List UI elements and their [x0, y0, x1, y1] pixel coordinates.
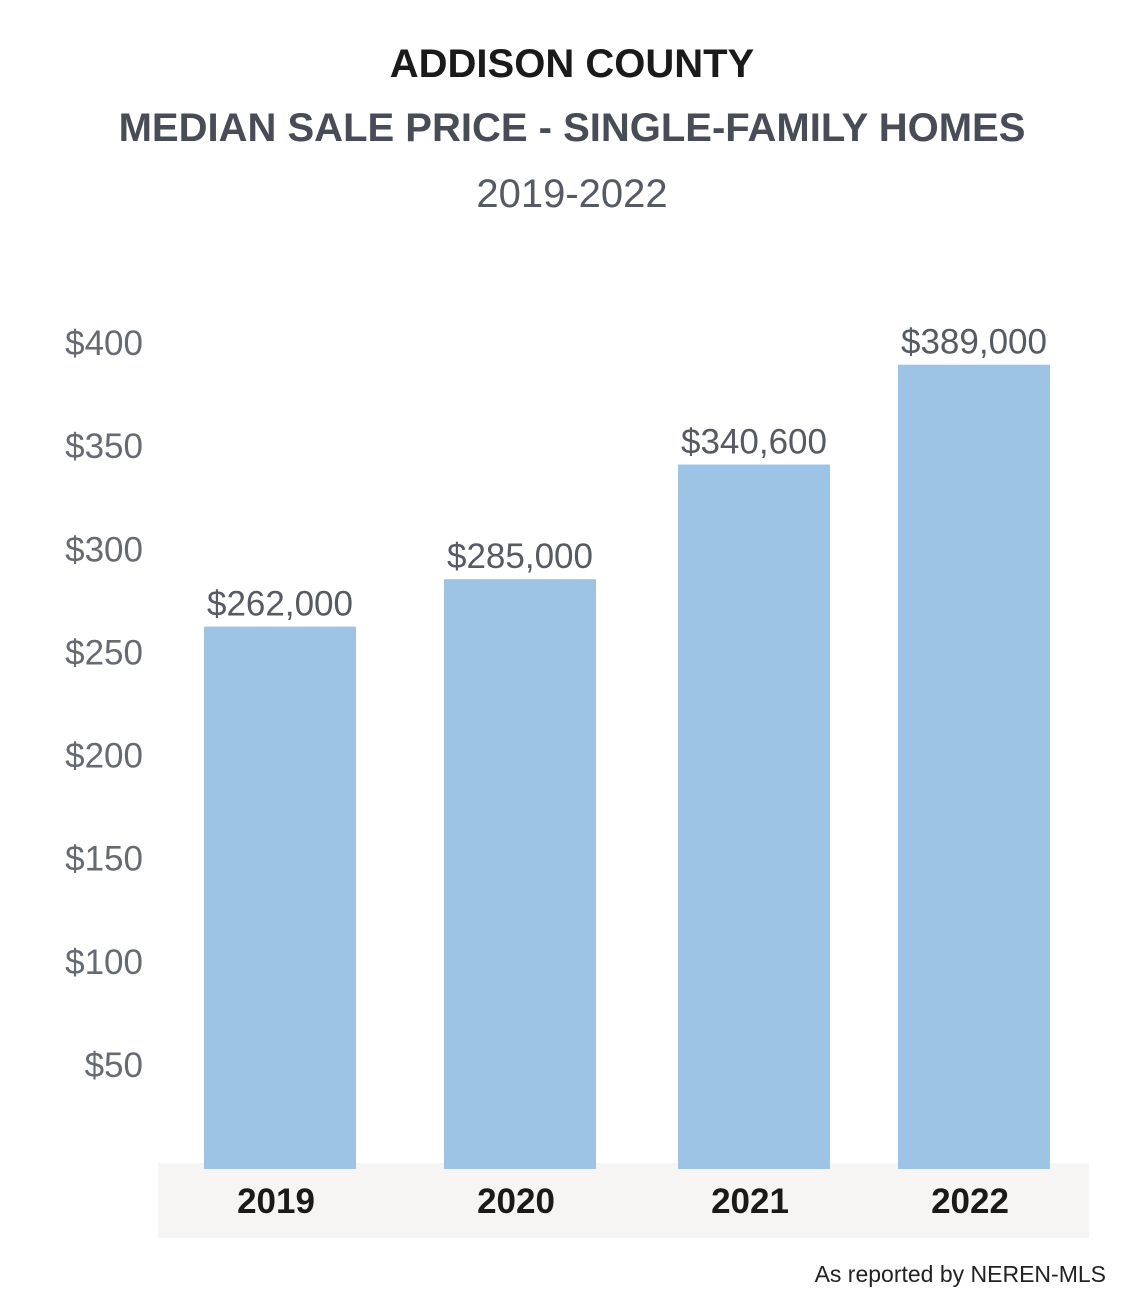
source-note: As reported by NEREN-MLS	[814, 1261, 1106, 1287]
x-tick-label: 2020	[477, 1182, 555, 1221]
x-tick-label: 2019	[237, 1182, 315, 1221]
data-label: $262,000	[207, 585, 353, 624]
data-label: $340,600	[681, 423, 827, 462]
x-tick-label: 2022	[931, 1182, 1009, 1221]
x-tick-label: 2021	[711, 1182, 789, 1221]
y-tick-label: $400	[65, 324, 143, 363]
chart-title: ADDISON COUNTY	[389, 42, 755, 86]
y-tick-label: $50	[85, 1046, 143, 1085]
bar-2020	[444, 579, 596, 1169]
y-tick-label: $200	[65, 737, 143, 776]
chart-subtitle: MEDIAN SALE PRICE - SINGLE-FAMILY HOMES	[118, 106, 1026, 150]
y-tick-label: $300	[65, 530, 143, 569]
data-label: $389,000	[901, 323, 1047, 362]
y-tick-label: $250	[65, 633, 143, 672]
bar-2019	[204, 626, 356, 1169]
bar-2022	[898, 364, 1050, 1169]
x-axis-band	[158, 1163, 1089, 1238]
data-label: $285,000	[447, 537, 593, 576]
y-tick-label: $100	[65, 943, 143, 982]
chart-period: 2019-2022	[476, 172, 668, 216]
y-tick-label: $350	[65, 427, 143, 466]
bar-2021	[678, 464, 830, 1169]
y-tick-label: $150	[65, 840, 143, 879]
